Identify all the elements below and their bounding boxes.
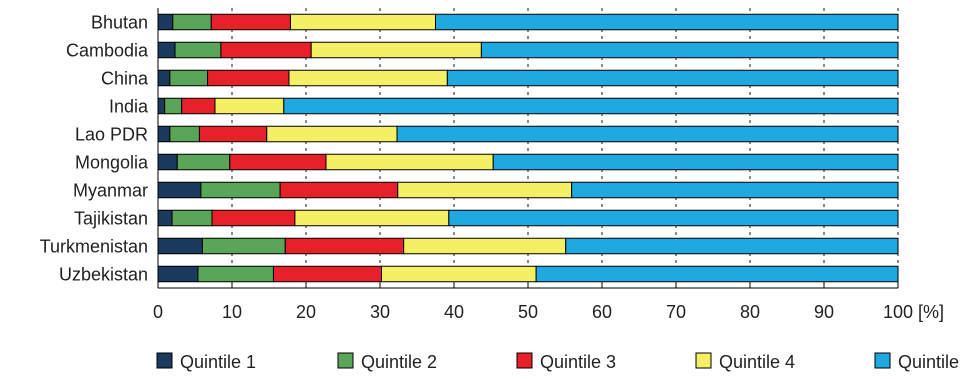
- bar-segment: [207, 69, 290, 87]
- x-tick-label: 90: [814, 302, 834, 322]
- category-label: Mongolia: [75, 153, 149, 173]
- x-tick-label: 60: [592, 302, 612, 322]
- bar-segment: [157, 13, 174, 31]
- bars: [157, 13, 899, 283]
- bar-segment: [403, 237, 567, 255]
- bar-segment: [396, 125, 899, 143]
- legend-swatch: [516, 352, 533, 369]
- bar-segment: [172, 13, 212, 31]
- category-labels: Bhutan Cambodia China India Lao PDR Mongolia M…: [40, 13, 149, 285]
- bar-segment: [266, 125, 398, 143]
- legend-swatch: [156, 352, 173, 369]
- bar-segment: [171, 209, 213, 227]
- legend-label: Quintile 5: [898, 352, 963, 372]
- legend-label: Quintile 3: [540, 352, 616, 372]
- bar-segment: [272, 265, 382, 283]
- x-tick-label: 10: [222, 302, 242, 322]
- bar-segment: [214, 97, 285, 115]
- bar-segment: [380, 265, 537, 283]
- bar-segment: [157, 41, 176, 59]
- category-label: Bhutan: [91, 13, 148, 33]
- legend-swatch: [337, 352, 354, 369]
- legend-label: Quintile 1: [180, 352, 256, 372]
- bar-segment: [435, 13, 899, 31]
- bar-segment: [200, 181, 281, 199]
- bar-segment: [492, 153, 899, 171]
- bar-segment: [157, 125, 171, 143]
- bar-segment: [174, 41, 222, 59]
- x-tick-label: 50: [518, 302, 538, 322]
- bar-segment: [201, 237, 286, 255]
- bar-segment: [397, 181, 573, 199]
- bar-segment: [480, 41, 899, 59]
- legend-label: Quintile 4: [719, 352, 795, 372]
- x-tick-label: 100: [883, 302, 913, 322]
- legend-swatch: [695, 352, 712, 369]
- bar-segment: [211, 209, 296, 227]
- category-label: Uzbekistan: [59, 265, 148, 285]
- category-label: Tajikistan: [74, 209, 148, 229]
- bar-segment: [448, 209, 899, 227]
- bar-segment: [565, 237, 899, 255]
- bar-segment: [169, 125, 200, 143]
- legend-label: Quintile 2: [361, 352, 437, 372]
- x-tick-label: 40: [444, 302, 464, 322]
- bar-segment: [157, 181, 202, 199]
- category-label: Cambodia: [66, 41, 149, 61]
- bar-segment: [571, 181, 899, 199]
- bar-segment: [229, 153, 327, 171]
- category-label: China: [101, 69, 149, 89]
- bar-segment: [279, 181, 399, 199]
- legend: Quintile 1 Quintile 2 Quintile 3 Quintile 4…: [156, 352, 963, 372]
- x-axis: 0 10 20 30 40 50 60 70 80 90 100 [%]: [153, 8, 944, 322]
- bar-segment: [157, 97, 166, 115]
- x-tick-label: 0: [153, 302, 163, 322]
- bar-segment: [288, 69, 448, 87]
- bar-segment: [157, 153, 178, 171]
- category-label: Myanmar: [73, 181, 148, 201]
- bar-segment: [325, 153, 494, 171]
- bar-segment: [198, 125, 268, 143]
- x-tick-label: 80: [740, 302, 760, 322]
- bar-segment: [446, 69, 899, 87]
- bar-segment: [169, 69, 209, 87]
- bar-segment: [220, 41, 312, 59]
- bar-segment: [284, 237, 405, 255]
- bar-segment: [535, 265, 899, 283]
- bar-segment: [210, 13, 291, 31]
- bar-segment: [164, 97, 183, 115]
- bar-segment: [157, 69, 171, 87]
- bar-segment: [176, 153, 231, 171]
- category-label: Turkmenistan: [40, 237, 148, 257]
- x-tick-label: 20: [296, 302, 316, 322]
- bar-segment: [197, 265, 274, 283]
- legend-swatch: [874, 352, 891, 369]
- x-tick-label: 30: [370, 302, 390, 322]
- bar-segment: [289, 13, 436, 31]
- x-axis-unit: [%]: [918, 302, 944, 322]
- bar-segment: [157, 209, 173, 227]
- x-tick-label: 70: [666, 302, 686, 322]
- bar-segment: [283, 97, 899, 115]
- bar-segment: [157, 265, 199, 283]
- category-label: Lao PDR: [75, 125, 148, 145]
- bar-segment: [294, 209, 450, 227]
- bar-segment: [310, 41, 482, 59]
- bar-segment: [181, 97, 216, 115]
- category-label: India: [109, 97, 149, 117]
- bar-segment: [157, 237, 203, 255]
